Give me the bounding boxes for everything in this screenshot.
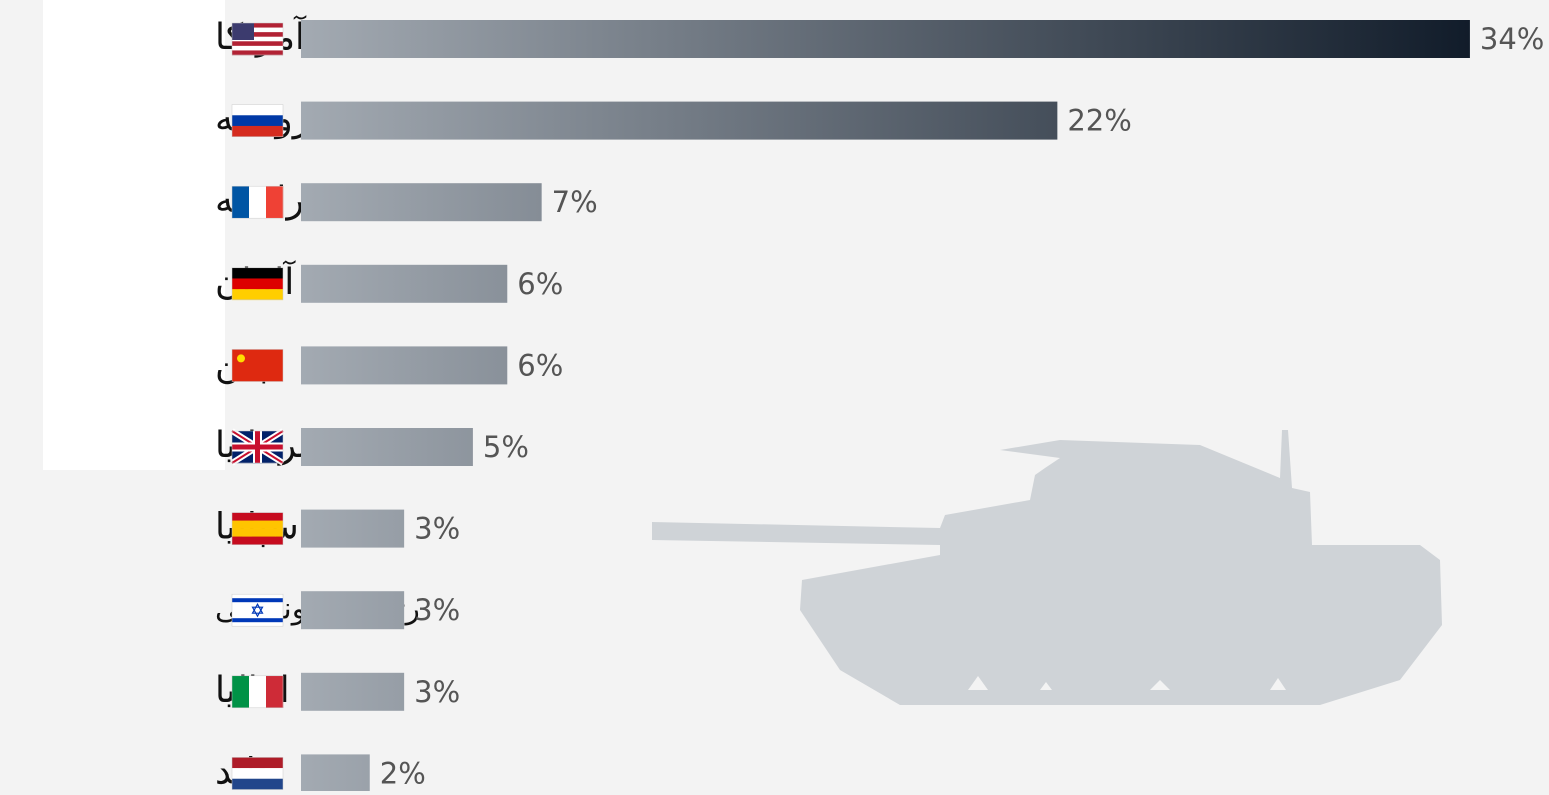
flag-stripe [232,349,283,382]
flag-stripe [232,536,283,545]
flag-stripe [232,675,250,708]
bar [301,672,405,711]
flag-border [231,267,284,301]
flag-stripe [232,528,283,537]
flag-stripe [266,675,284,708]
flag-star [251,602,264,618]
flag-stripe [232,36,283,42]
bar [301,509,405,548]
flag-stripe [249,186,267,219]
flag-stripe [232,267,283,279]
value-label: 7% [552,185,598,219]
value-label: 3% [414,675,460,709]
flag-stripe [232,520,283,529]
flag [231,267,284,301]
flag-stripe [232,618,283,623]
flag-stripe [232,186,250,219]
flag [231,185,284,219]
value-label: 22% [1067,104,1131,138]
flag-stripe [232,778,283,790]
label-panel [43,0,225,470]
flag-stripe [232,27,283,33]
flag [231,757,284,790]
bar [301,591,405,630]
value-label: 2% [380,756,426,790]
flag [231,593,284,627]
flag-border [231,349,284,382]
flag [231,512,284,545]
flag-stripe [249,675,267,708]
flag-stripe [232,41,283,47]
value-label: 6% [517,348,563,382]
flag-border [231,22,284,56]
bar [301,20,1470,58]
flag-border [231,512,284,545]
flag-star [237,354,245,363]
tank-details [968,676,1286,690]
bar [301,428,473,466]
flag-border [231,430,284,464]
flag-cross [232,431,283,463]
flag-border [231,593,284,627]
flag-stripe [232,104,283,116]
flag-border [231,104,284,137]
flag [230,428,285,466]
flag [231,675,284,709]
flag-stripe [232,278,283,290]
value-label: 3% [414,512,460,546]
flag-border [231,185,284,219]
value-label: 6% [517,267,563,301]
flag-canton [232,23,254,40]
bar [301,754,370,793]
bar [301,183,542,222]
flag-border [231,675,284,709]
flag-stripe [232,768,283,780]
flag-stripe [232,125,283,137]
flag-stripe [232,32,283,38]
flag-stripe [232,289,283,301]
flag-stripe [232,23,283,28]
flag-border [231,757,284,790]
flag-stripe [232,512,283,521]
flag-stripe [232,598,283,603]
bar [301,264,508,303]
flag [231,22,284,56]
flag [231,104,284,137]
bar [301,346,508,385]
flag-stripe [232,50,283,56]
flag-stripe [266,186,284,219]
flag-stripe [232,757,283,769]
value-label: 34% [1480,22,1544,56]
flag [231,349,284,382]
flag-stripe [232,45,283,51]
bar [301,101,1058,140]
flag-stripe [232,115,283,127]
value-label: 5% [483,430,529,464]
tank-silhouette [652,430,1442,705]
value-label: 3% [414,593,460,627]
